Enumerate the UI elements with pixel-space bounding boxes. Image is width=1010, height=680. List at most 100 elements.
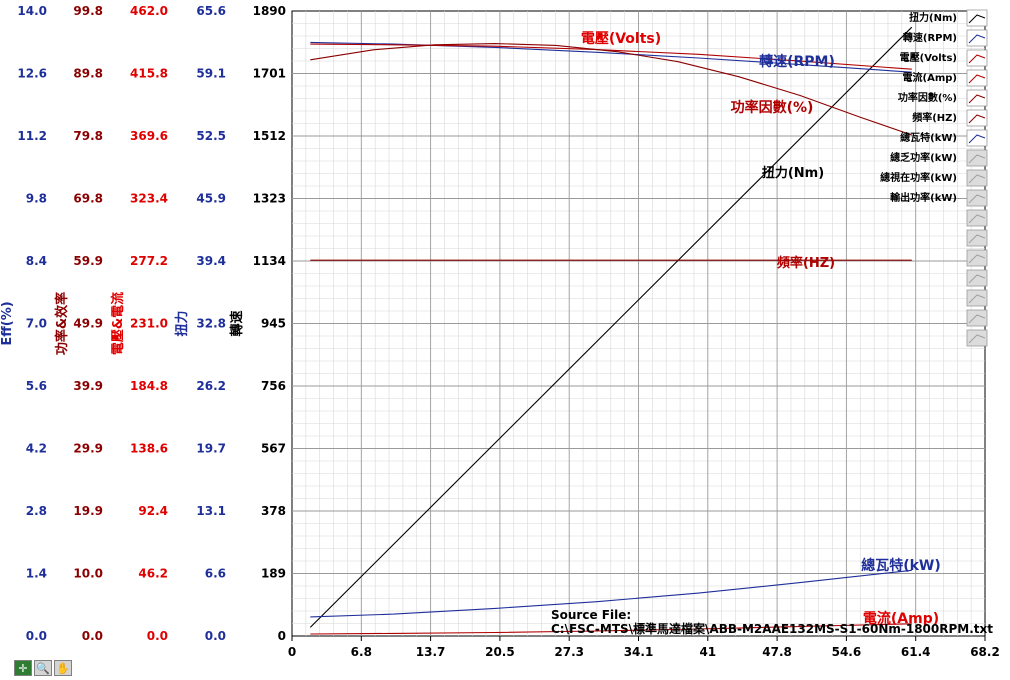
legend-swatch-line (968, 214, 986, 224)
y-tick-label: 59.1 (196, 67, 226, 81)
legend-swatch-line (968, 294, 986, 304)
y-tick-label: 945 (261, 317, 286, 331)
legend-swatch (966, 249, 988, 267)
legend-entry: 轉速(RPM) (903, 29, 988, 47)
legend-swatch (966, 29, 988, 47)
y-tick-label: 52.5 (196, 129, 226, 143)
series-label-電流(Amp): 電流(Amp) (863, 610, 939, 627)
y-tick-label: 13.1 (196, 504, 226, 518)
y-tick-label: 4.2 (26, 442, 47, 456)
legend-entry-label: 扭力(Nm) (909, 11, 957, 24)
legend-entry: 總視在功率(kW) (880, 169, 988, 187)
y-tick-label: 1890 (253, 4, 286, 18)
legend-entry (966, 209, 988, 227)
y-axis-label: 轉速 (229, 310, 245, 336)
y-tick-label: 756 (261, 379, 286, 393)
y-tick-label: 10.0 (73, 567, 103, 581)
series-line-轉速(RPM) (310, 41, 912, 73)
y-tick-label: 0.0 (26, 629, 47, 643)
y-tick-label: 9.8 (26, 192, 47, 206)
y-tick-label: 69.8 (73, 192, 103, 206)
x-tick-label: 20.5 (485, 645, 515, 659)
x-tick-label: 61.4 (901, 645, 931, 659)
y-tick-label: 65.6 (196, 4, 226, 18)
y-tick-label: 59.9 (73, 254, 103, 268)
series-label-扭力(Nm): 扭力(Nm) (762, 165, 824, 181)
y-axis-1: 0.0 1.4 2.8 4.2 5.6 7.0 8.4 9.8 11.2 12.6 14.0 Eff(… (0, 4, 47, 643)
legend-swatch (966, 289, 988, 307)
y-tick-label: 19.9 (73, 504, 103, 518)
legend-entry: 扭力(Nm) (909, 9, 988, 27)
legend-entry: 功率因數(%) (898, 89, 988, 107)
legend-entry: 輸出功率(kW) (890, 189, 988, 207)
legend-entry: 總乏功率(kW) (890, 149, 988, 167)
legend-swatch-line (968, 314, 986, 324)
series-label-總瓦特(kW): 總瓦特(kW) (861, 557, 941, 574)
y-tick-label: 1323 (253, 192, 286, 206)
y-tick-label: 39.4 (196, 254, 226, 268)
y-axis-3: 0.0 46.2 92.4 138.6 184.8 231.0 277.2 323.4 369.… (110, 4, 168, 643)
legend-swatch-line (968, 54, 986, 64)
legend-swatch (966, 149, 988, 167)
y-tick-label: 89.8 (73, 67, 103, 81)
legend-swatch (966, 129, 988, 147)
legend-swatch-line (968, 94, 986, 104)
x-tick-label: 6.8 (351, 645, 372, 659)
y-tick-label: 8.4 (26, 254, 47, 268)
y-tick-label: 1134 (253, 254, 286, 268)
legend-entry-label: 輸出功率(kW) (890, 191, 957, 204)
y-tick-label: 45.9 (196, 192, 226, 206)
y-tick-label: 0.0 (82, 629, 103, 643)
legend-entry-label: 總視在功率(kW) (880, 171, 957, 184)
series-line-功率因數(%) (310, 43, 912, 136)
y-tick-label: 46.2 (138, 567, 168, 581)
series-line-扭力(Nm) (309, 26, 913, 628)
y-tick-label: 1.4 (26, 567, 47, 581)
legend-entry: 頻率(HZ) (912, 109, 988, 127)
legend-swatch (966, 49, 988, 67)
pan-hand-icon[interactable]: ✋ (54, 660, 72, 676)
legend-entry-label: 總乏功率(kW) (890, 151, 957, 164)
x-tick-label: 47.8 (762, 645, 792, 659)
legend-swatch (966, 169, 988, 187)
legend-entry: 電壓(Volts) (900, 49, 988, 67)
legend-entry: 總瓦特(kW) (900, 129, 988, 147)
legend-entry (966, 289, 988, 307)
y-tick-label: 7.0 (26, 317, 47, 331)
series-label-電壓(Volts): 電壓(Volts) (581, 30, 661, 47)
y-tick-label: 1701 (253, 67, 286, 81)
y-tick-label: 29.9 (73, 442, 103, 456)
y-tick-label: 231.0 (130, 317, 168, 331)
y-tick-label: 369.6 (130, 129, 168, 143)
y-axis-4: 0.0 6.6 13.1 19.7 26.2 32.8 39.4 45.9 52.5 59.1 65… (174, 4, 226, 643)
y-tick-label: 32.8 (196, 317, 226, 331)
series-label-轉速(RPM): 轉速(RPM) (759, 53, 835, 70)
zoom-icon[interactable]: 🔍 (34, 660, 52, 676)
legend-entry (966, 269, 988, 287)
legend-swatch-line (968, 114, 986, 124)
y-tick-label: 0.0 (205, 629, 226, 643)
x-tick-label: 13.7 (416, 645, 446, 659)
y-tick-label: 277.2 (130, 254, 168, 268)
legend-entry (966, 309, 988, 327)
legend-swatch-line (968, 74, 986, 84)
y-axis-label: 功率&效率 (54, 292, 70, 355)
legend-swatch (966, 209, 988, 227)
legend-entry-label: 功率因數(%) (898, 91, 957, 104)
y-axis-label: 電壓&電流 (110, 292, 126, 355)
legend-entry (966, 329, 988, 347)
y-tick-label: 49.9 (73, 317, 103, 331)
y-tick-label: 184.8 (130, 379, 168, 393)
legend-swatch-line (968, 254, 986, 264)
series-line-總瓦特(kW) (310, 569, 912, 618)
legend-entry-label: 電壓(Volts) (900, 52, 957, 64)
y-tick-label: 92.4 (138, 504, 168, 518)
chart[interactable]: 0 6.8 13.7 20.5 27.3 34.1 41 47.8 54.6 61.4 68.2 扭力… (0, 0, 1010, 660)
legend-swatch-line (968, 14, 986, 24)
series-lines (309, 26, 913, 635)
x-tick-label: 27.3 (554, 645, 584, 659)
legend-swatch-line (968, 334, 986, 344)
y-tick-label: 378 (261, 504, 286, 518)
series-line-電流(Amp) (310, 623, 912, 635)
crosshair-icon[interactable]: ✛ (14, 660, 32, 676)
